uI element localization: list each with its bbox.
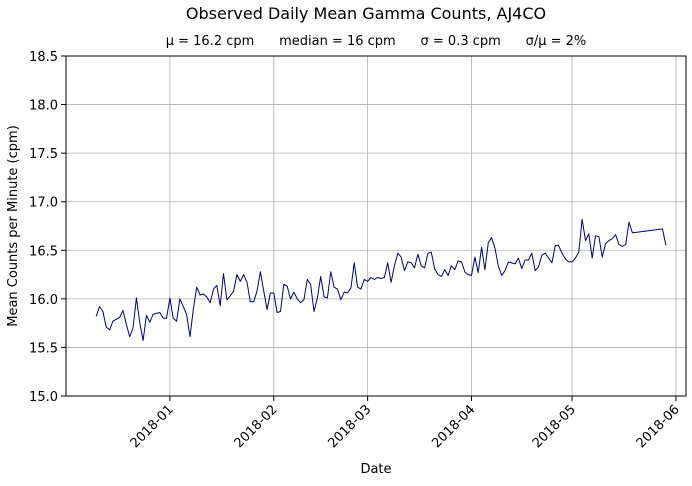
series-line bbox=[95, 218, 667, 342]
x-axis: 2018-01 2018-02 2018-03 2018-04 2018-05 2018-… bbox=[128, 396, 683, 451]
x-tick-label: 2018-02 bbox=[232, 402, 281, 451]
y-tick-label: 18.5 bbox=[29, 50, 58, 65]
x-axis-label: Date bbox=[360, 462, 391, 477]
y-tick-label: 17.5 bbox=[29, 147, 58, 162]
x-tick-label: 2018-04 bbox=[429, 402, 478, 451]
y-tick-label: 16.5 bbox=[29, 244, 58, 259]
y-axis: 15.0 15.5 16.0 16.5 17.0 17.5 18.0 18.5 bbox=[29, 50, 66, 405]
chart-title: Observed Daily Mean Gamma Counts, AJ4CO bbox=[186, 4, 546, 23]
y-tick-label: 16.0 bbox=[29, 293, 58, 308]
x-tick-label: 2018-06 bbox=[634, 402, 683, 451]
y-tick-label: 15.5 bbox=[29, 341, 58, 356]
x-tick-label: 2018-05 bbox=[530, 402, 579, 451]
grid-lines bbox=[66, 55, 686, 397]
plot-area-frame bbox=[65, 55, 687, 397]
y-axis-label: Mean Counts per Minute (cpm) bbox=[6, 125, 21, 327]
y-tick-label: 15.0 bbox=[29, 390, 58, 405]
x-tick-label: 2018-01 bbox=[128, 402, 177, 451]
y-tick-label: 17.0 bbox=[29, 196, 58, 211]
chart-subtitle: μ = 16.2 cpm median = 16 cpm σ = 0.3 cpm… bbox=[166, 34, 587, 49]
x-tick-label: 2018-03 bbox=[325, 402, 374, 451]
y-tick-label: 18.0 bbox=[29, 99, 58, 114]
